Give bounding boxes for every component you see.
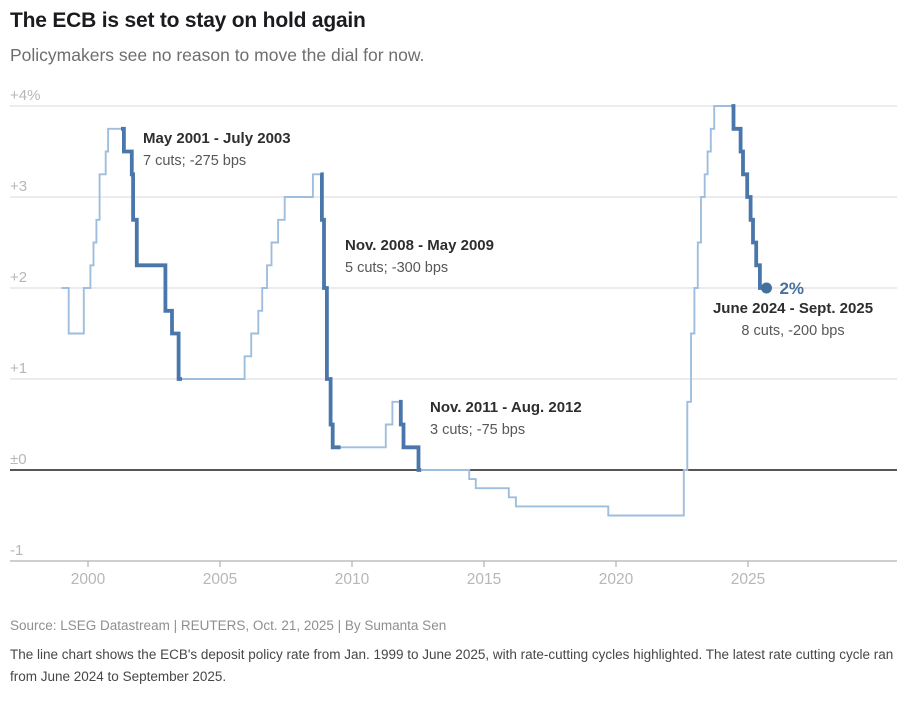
x-axis-tick-label: 2000 xyxy=(70,571,106,588)
cycle-annotation-detail: 7 cuts; -275 bps xyxy=(143,152,247,169)
y-axis-tick-label: ±0 xyxy=(10,451,27,468)
x-axis-tick-label: 2005 xyxy=(202,571,238,588)
rate-line-chart xyxy=(10,104,897,567)
rate-cut-cycle-segment xyxy=(398,399,422,472)
chart-subtitle: Policymakers see no reason to move the d… xyxy=(10,45,425,65)
rate-cut-cycle-segment xyxy=(731,104,767,290)
rate-cut-cycle-segment xyxy=(320,172,341,450)
chart-caption: The line chart shows the ECB's deposit p… xyxy=(10,647,894,685)
x-axis-tick-label: 2010 xyxy=(334,571,370,588)
latest-rate-dot xyxy=(760,282,772,294)
cycle-annotation-heading: Nov. 2008 - May 2009 xyxy=(345,237,494,254)
y-axis-tick-label: +4% xyxy=(10,87,41,104)
cycle-annotation-heading: June 2024 - Sept. 2025 xyxy=(712,300,874,317)
cycle-annotation: June 2024 - Sept. 2025 8 cuts, -200 bps xyxy=(712,300,874,339)
cycle-annotation: May 2001 - July 2003 7 cuts; -275 bps xyxy=(143,130,291,169)
y-axis-tick-label: +3 xyxy=(10,178,28,195)
cycle-annotation-detail: 3 cuts; -75 bps xyxy=(430,421,526,438)
cycle-annotation-detail: 5 cuts; -300 bps xyxy=(345,259,449,276)
x-axis-tick-label: 2015 xyxy=(466,571,502,588)
cycle-annotation: Nov. 2011 - Aug. 2012 3 cuts; -75 bps xyxy=(430,399,582,438)
cycle-annotation-heading: May 2001 - July 2003 xyxy=(143,130,291,147)
cycle-annotation-heading: Nov. 2011 - Aug. 2012 xyxy=(430,399,582,416)
source-line: Source: LSEG Datastream | REUTERS, Oct. … xyxy=(10,618,447,633)
cycle-annotation: Nov. 2008 - May 2009 5 cuts; -300 bps xyxy=(345,237,494,276)
y-axis-tick-label: +2 xyxy=(10,269,28,286)
rate-cut-cycle-segment xyxy=(121,126,182,381)
x-axis-tick-label: 2025 xyxy=(730,571,766,588)
chart-title: The ECB is set to stay on hold again xyxy=(10,9,366,32)
x-axis-tick-label: 2020 xyxy=(598,571,634,588)
latest-rate-label: 2% xyxy=(779,279,805,298)
cycle-annotation-detail: 8 cuts, -200 bps xyxy=(741,322,845,339)
y-axis-tick-label: +1 xyxy=(10,360,28,377)
y-axis-tick-label: -1 xyxy=(10,542,24,559)
chart-area: +4% +3 +2 +1 ±0 -1 2000 2005 2010 2015 2020 2025 M… xyxy=(10,87,897,588)
